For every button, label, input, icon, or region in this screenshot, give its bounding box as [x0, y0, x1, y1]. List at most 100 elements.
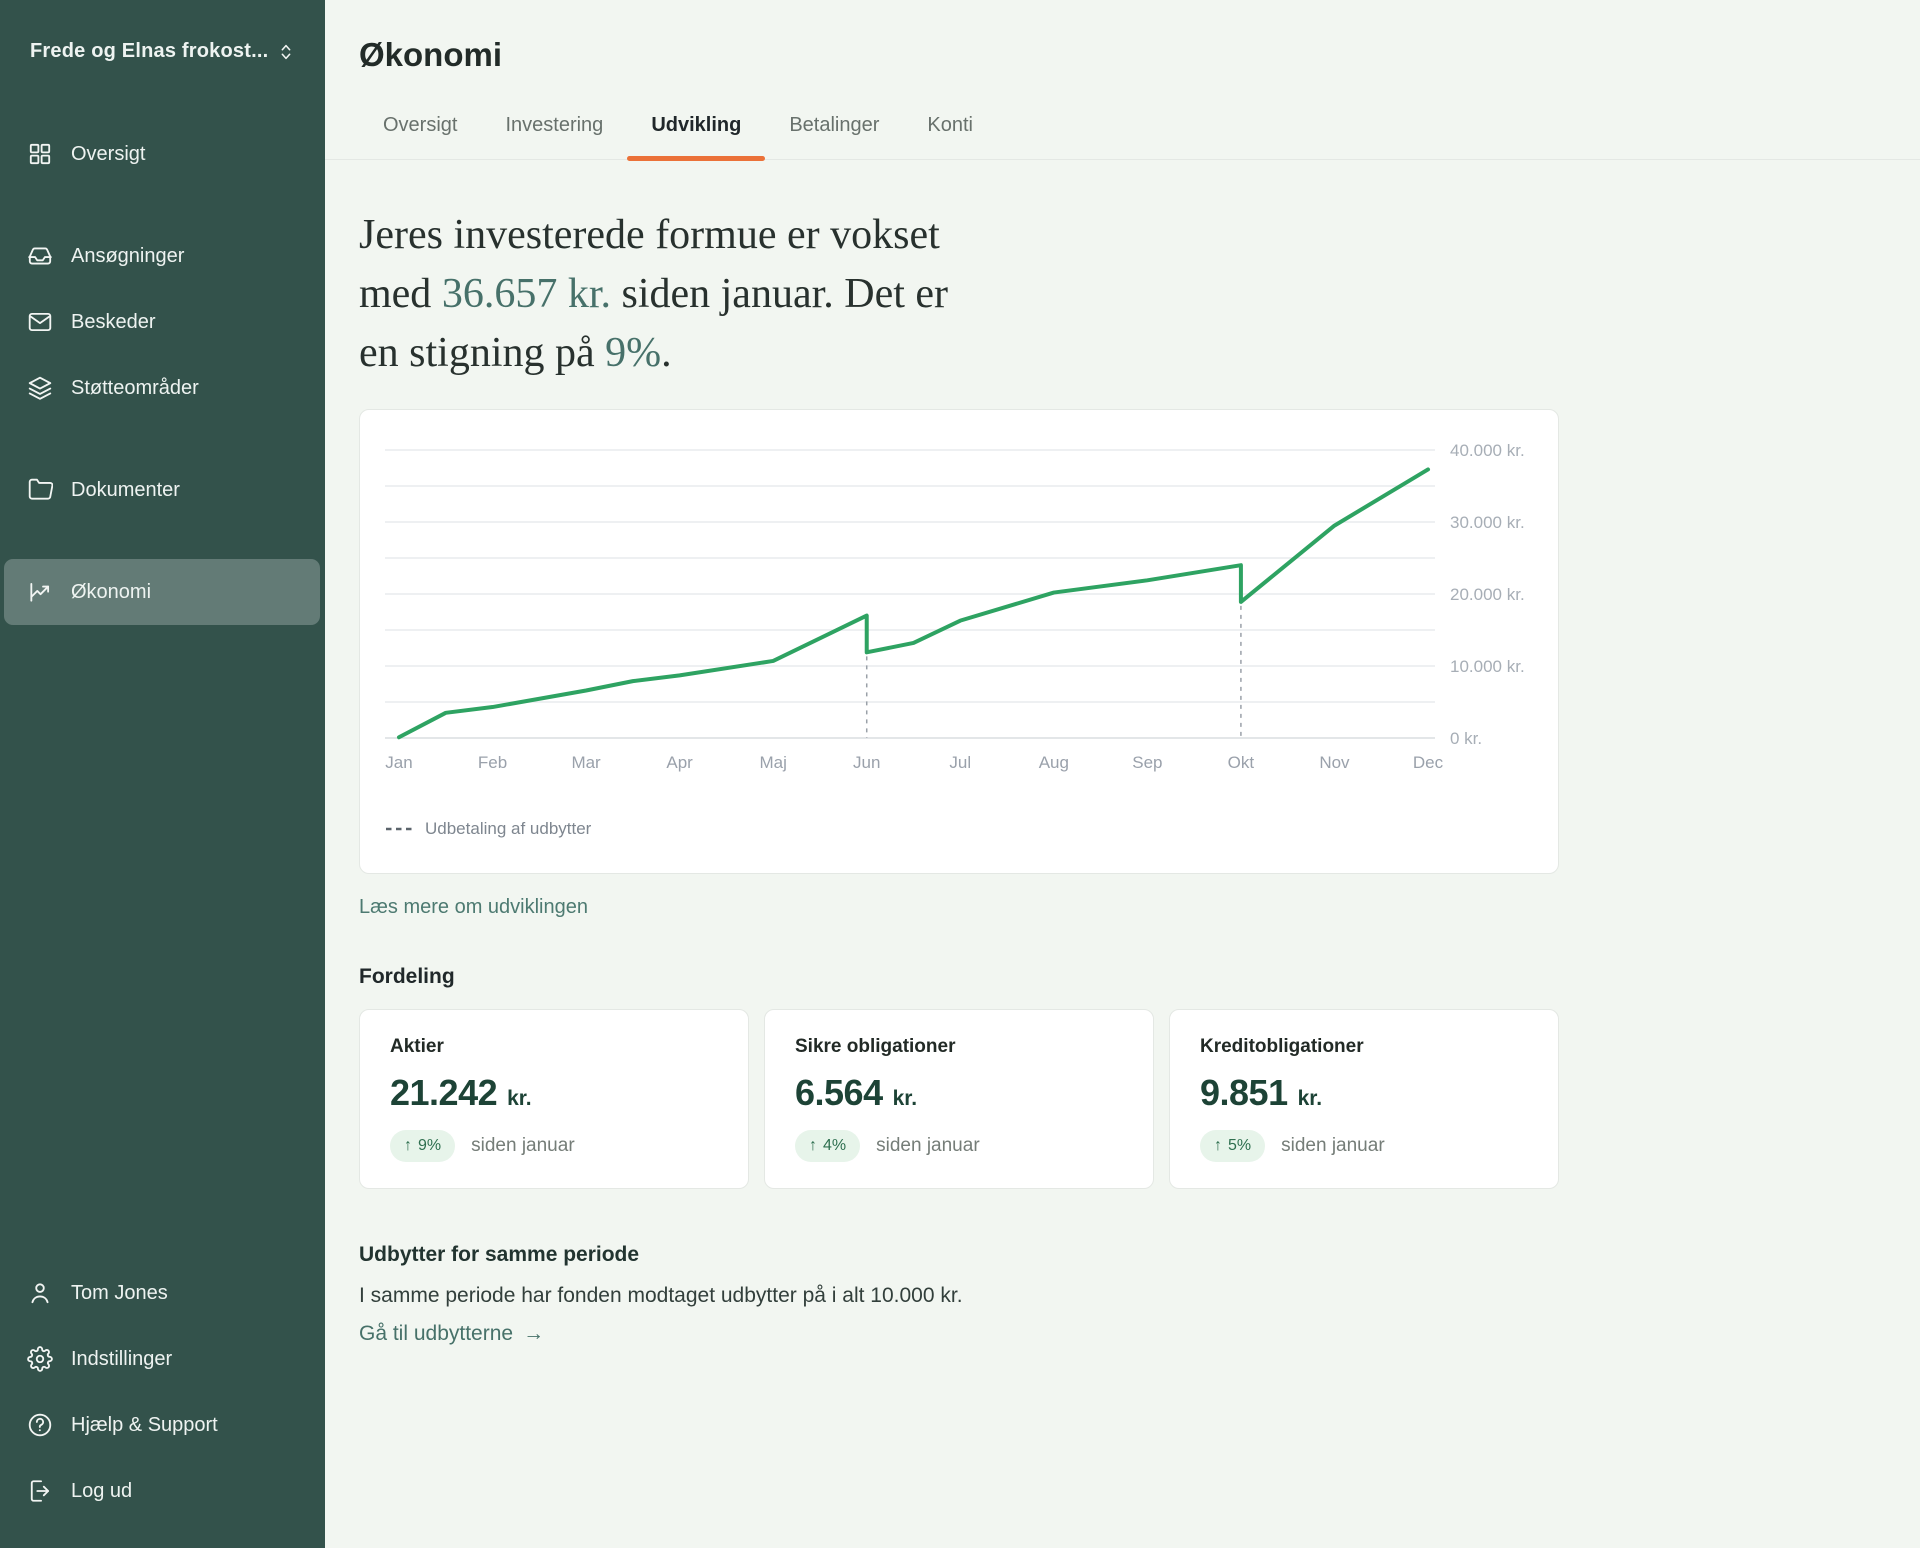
x-axis-label: Okt — [1228, 753, 1255, 772]
sidebar-item-indstillinger[interactable]: Indstillinger — [4, 1326, 320, 1392]
sidebar-item-label: Tom Jones — [71, 1281, 168, 1304]
card-value: 6.564 — [795, 1072, 883, 1113]
delta-suffix: siden januar — [1281, 1135, 1385, 1156]
headline-line-2: med 36.657 kr. siden januar. Det er — [359, 271, 949, 317]
card-value-row: 6.564 kr. — [795, 1072, 1123, 1114]
legend-label: Udbetaling af udbytter — [425, 819, 592, 838]
card-delta-row: ↑ 9% siden januar — [390, 1130, 718, 1162]
card-value: 9.851 — [1200, 1072, 1288, 1113]
org-switcher[interactable]: Frede og Elnas frokost... — [0, 0, 325, 65]
sidebar-item-label: Ansøgninger — [71, 244, 185, 267]
layers-icon — [26, 375, 53, 402]
y-axis-label: 10.000 kr. — [1450, 657, 1525, 676]
sidebar-item-beskeder[interactable]: Beskeder — [4, 289, 320, 355]
sidebar-item-label: Støtteområder — [71, 376, 199, 399]
sidebar-item-ansogninger[interactable]: Ansøgninger — [4, 223, 320, 289]
card-unit: kr. — [892, 1087, 918, 1110]
portfolio-line — [397, 467, 1430, 740]
x-axis-label: Aug — [1039, 753, 1069, 772]
sidebar-item-okonomi[interactable]: Økonomi — [4, 559, 320, 625]
delta-suffix: siden januar — [876, 1135, 980, 1156]
tab-udvikling[interactable]: Udvikling — [627, 104, 766, 161]
card-unit: kr. — [1297, 1087, 1323, 1110]
read-more-link[interactable]: Læs mere om udviklingen — [359, 896, 588, 918]
delta-badge: ↑ 4% — [795, 1130, 861, 1162]
delta-badge: ↑ 9% — [390, 1130, 456, 1162]
sidebar-item-label: Hjælp & Support — [71, 1413, 218, 1436]
x-axis-label: Mar — [571, 753, 601, 772]
udbytter-title: Udbytter for samme periode — [359, 1243, 640, 1266]
sidebar-item-profile[interactable]: Tom Jones — [4, 1260, 320, 1326]
page-title: Økonomi — [359, 36, 503, 73]
tab-investering[interactable]: Investering — [505, 114, 604, 136]
udbytter-body: I samme periode har fonden modtaget udby… — [359, 1284, 963, 1308]
folder-icon — [26, 477, 53, 504]
sidebar-item-hjaelp[interactable]: Hjælp & Support — [4, 1392, 320, 1458]
arrow-up-icon: ↑ — [404, 1137, 412, 1154]
logout-icon — [26, 1478, 53, 1505]
dashed-line-icon — [386, 827, 412, 831]
tab-oversigt[interactable]: Oversigt — [383, 114, 458, 136]
x-axis-label: Sep — [1132, 753, 1162, 772]
card-title: Sikre obligationer — [795, 1036, 956, 1057]
card-title: Kreditobligationer — [1200, 1036, 1364, 1057]
fordeling-title: Fordeling — [359, 965, 455, 988]
card-unit: kr. — [507, 1087, 532, 1110]
tab-bar: Oversigt Investering Udvikling Betalinge… — [325, 104, 1920, 161]
gear-icon — [26, 1346, 53, 1373]
growth-chart: 0 kr. 10.000 kr. 20.000 kr. 30.000 kr. 40.00… — [385, 441, 1525, 772]
sidebar-nav: Oversigt Ansøgninger Beskeder Støtteområ… — [0, 121, 325, 625]
help-icon — [26, 1412, 53, 1439]
x-axis-label: Nov — [1319, 753, 1350, 772]
delta-badge: ↑ 5% — [1200, 1130, 1266, 1162]
sidebar-item-dokumenter[interactable]: Dokumenter — [4, 457, 320, 523]
nav-group-gap — [0, 187, 325, 223]
fordeling-card-sikre-obligationer: Sikre obligationer 6.564 kr. ↑ 4% siden j… — [764, 1009, 1154, 1189]
inbox-icon — [26, 243, 53, 270]
arrow-up-icon: ↑ — [1214, 1137, 1222, 1154]
tab-betalinger[interactable]: Betalinger — [789, 114, 880, 136]
x-axis-label: Dec — [1413, 753, 1444, 772]
nav-group-gap — [0, 523, 325, 559]
delta-suffix: siden januar — [471, 1135, 575, 1156]
arrow-up-icon: ↑ — [809, 1137, 817, 1154]
growth-chart-card: 0 kr. 10.000 kr. 20.000 kr. 30.000 kr. 40.00… — [359, 409, 1559, 874]
main-content: Økonomi Oversigt Investering Udvikling B… — [325, 0, 1920, 1548]
grid-icon — [26, 141, 53, 168]
headline-percent: 9% — [605, 330, 662, 376]
sidebar-item-label: Indstillinger — [71, 1347, 173, 1370]
chevron-up-down-icon — [272, 38, 299, 65]
y-axis-label: 20.000 kr. — [1450, 585, 1525, 604]
fordeling-card-kreditobligationer: Kreditobligationer 9.851 kr. ↑ 5% siden j… — [1169, 1009, 1559, 1189]
chart-legend: Udbetaling af udbytter — [385, 819, 1558, 839]
nav-group-gap — [0, 421, 325, 457]
x-axis-label: Maj — [759, 753, 786, 772]
headline-line-3: en stigning på 9%. — [359, 330, 672, 376]
trend-chart-icon — [26, 579, 53, 606]
org-name: Frede og Elnas frokost... — [30, 40, 269, 62]
sidebar-item-label: Oversigt — [71, 142, 146, 165]
tab-konti[interactable]: Konti — [927, 114, 973, 136]
arrow-right-icon: → — [523, 1322, 545, 1346]
x-axis-label: Apr — [666, 753, 693, 772]
card-delta-row: ↑ 4% siden januar — [795, 1130, 1123, 1162]
headline-amount: 36.657 kr. — [441, 271, 611, 317]
sidebar-item-label: Dokumenter — [71, 478, 180, 501]
sidebar-footer: Tom Jones Indstillinger Hjælp & Support … — [0, 1260, 325, 1548]
sidebar-item-label: Beskeder — [71, 310, 156, 333]
sidebar-item-oversigt[interactable]: Oversigt — [4, 121, 320, 187]
y-axis-label: 0 kr. — [1450, 729, 1482, 748]
card-title: Aktier — [390, 1036, 444, 1057]
sidebar-item-stotteomrader[interactable]: Støtteområder — [4, 355, 320, 421]
fordeling-card-aktier: Aktier 21.242 kr. ↑ 9% siden januar — [359, 1009, 749, 1189]
udbytter-link[interactable]: Gå til udbytterne → — [359, 1322, 545, 1346]
user-icon — [26, 1280, 53, 1307]
card-delta-row: ↑ 5% siden januar — [1200, 1130, 1528, 1162]
card-value-row: 9.851 kr. — [1200, 1072, 1528, 1114]
fordeling-cards: Aktier 21.242 kr. ↑ 9% siden januar Sikre… — [359, 1009, 1920, 1189]
x-axis-label: Jul — [949, 753, 971, 772]
sidebar: Frede og Elnas frokost... Oversigt Ansøg… — [0, 0, 325, 1548]
y-axis-label: 40.000 kr. — [1450, 441, 1525, 460]
sidebar-item-logud[interactable]: Log ud — [4, 1458, 320, 1524]
y-axis-label: 30.000 kr. — [1450, 513, 1525, 532]
